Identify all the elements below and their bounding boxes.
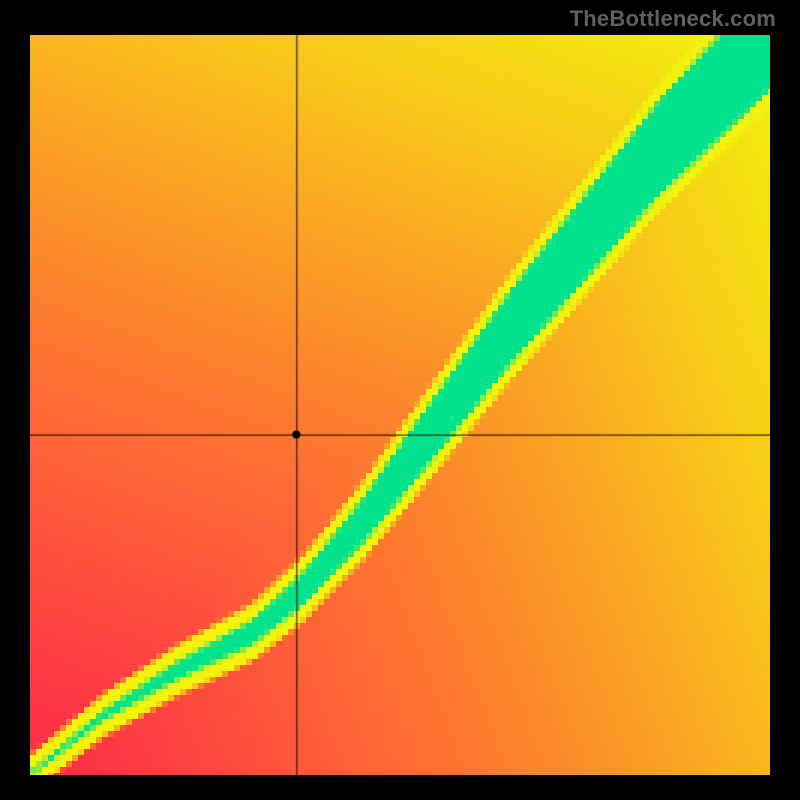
chart-wrapper: TheBottleneck.com [0, 0, 800, 800]
bottleneck-heatmap [30, 35, 770, 775]
watermark-text: TheBottleneck.com [570, 6, 776, 32]
